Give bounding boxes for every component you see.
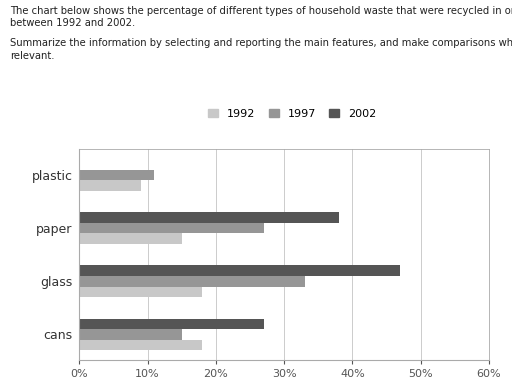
Text: The chart below shows the percentage of different types of household waste that : The chart below shows the percentage of … [10, 6, 512, 16]
Text: relevant.: relevant. [10, 51, 55, 61]
Bar [79, 319, 264, 329]
Bar [79, 340, 202, 350]
Bar [79, 265, 400, 276]
Bar [79, 329, 182, 340]
Bar [79, 233, 182, 244]
Bar [79, 170, 155, 180]
Bar [79, 286, 202, 297]
Bar [79, 180, 141, 191]
Bar [79, 212, 339, 223]
Bar [79, 276, 305, 286]
Text: between 1992 and 2002.: between 1992 and 2002. [10, 18, 136, 28]
Legend: 1992, 1997, 2002: 1992, 1997, 2002 [208, 109, 376, 119]
Text: Summarize the information by selecting and reporting the main features, and make: Summarize the information by selecting a… [10, 38, 512, 48]
Bar [79, 223, 264, 233]
